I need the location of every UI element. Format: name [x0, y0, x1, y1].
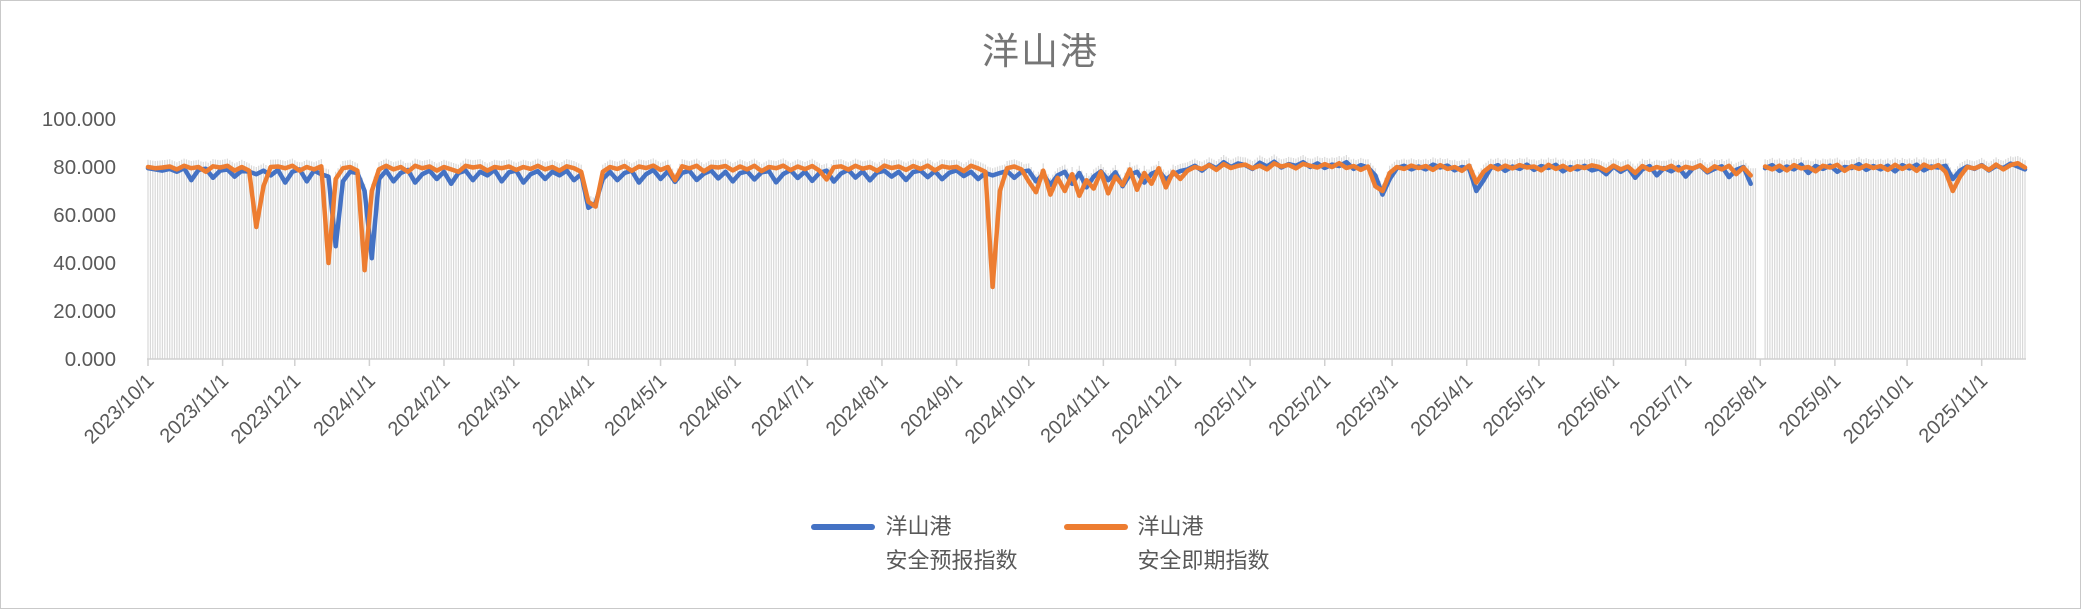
legend-item-spot: 洋山港 安全即期指数: [1063, 510, 1270, 578]
x-tick-label: 2025/11/1: [1915, 370, 1992, 447]
y-tick-label: 40.000: [53, 252, 116, 275]
x-tick-label: 2025/10/1: [1839, 370, 1917, 448]
y-tick-label: 0.000: [65, 348, 116, 371]
x-tick-label: 2023/10/1: [80, 370, 158, 448]
legend-item-forecast: 洋山港 安全预报指数: [811, 510, 1018, 578]
chart-title: 洋山港: [982, 31, 1099, 72]
x-tick-label: 2024/8/1: [822, 370, 893, 441]
x-tick-label: 2025/4/1: [1407, 370, 1478, 441]
x-tick-label: 2024/11/1: [1036, 370, 1113, 447]
x-tick-label: 2025/9/1: [1775, 370, 1846, 441]
legend-line-swatch-spot: [1063, 524, 1128, 530]
x-tick-label: 2025/3/1: [1332, 370, 1403, 441]
y-tick-label: 100.000: [42, 108, 116, 131]
x-tick-label: 2024/6/1: [675, 370, 746, 441]
x-tick-label: 2024/3/1: [454, 370, 525, 441]
legend-label-forecast-line1: 洋山港: [885, 514, 952, 539]
x-tick-label: 2023/12/1: [227, 370, 305, 448]
x-tick-label: 2025/6/1: [1553, 370, 1624, 441]
x-tick-label: 2024/7/1: [747, 370, 818, 441]
x-tick-label: 2024/1/1: [309, 370, 380, 441]
y-tick-label: 20.000: [53, 300, 116, 323]
x-tick-label: 2024/4/1: [528, 370, 599, 441]
x-tick-label: 2025/8/1: [1700, 370, 1771, 441]
y-tick-label: 80.000: [53, 156, 116, 179]
legend: 洋山港安全预报指数 洋山港安全即期指数: [1, 510, 2080, 578]
legend-label-spot: 洋山港 安全即期指数: [1138, 510, 1270, 578]
legend-line-swatch-forecast: [811, 524, 876, 530]
legend-label-forecast-line2: 安全预报指数: [885, 548, 1018, 573]
x-tick-label: 2025/7/1: [1626, 370, 1697, 441]
x-tick-label: 2024/2/1: [384, 370, 455, 441]
series-line-spot: [145, 160, 2028, 290]
x-tick-label: 2024/12/1: [1108, 370, 1186, 448]
x-tick-label: 2025/2/1: [1265, 370, 1336, 441]
x-tick-label: 2025/1/1: [1190, 370, 1261, 441]
x-tick-label: 2025/5/1: [1479, 370, 1550, 441]
y-tick-label: 60.000: [53, 204, 116, 227]
x-tick-label: 2024/9/1: [896, 370, 967, 441]
legend-label-spot-line2: 安全即期指数: [1137, 548, 1270, 573]
x-tick-label: 2024/5/1: [600, 370, 671, 441]
drop-lines: [147, 154, 2026, 359]
legend-label-spot-line1: 洋山港: [1137, 514, 1204, 539]
legend-label-forecast: 洋山港 安全预报指数: [885, 510, 1017, 578]
x-tick-label: 2024/10/1: [961, 370, 1039, 448]
x-tick-label: 2023/11/1: [156, 370, 233, 447]
